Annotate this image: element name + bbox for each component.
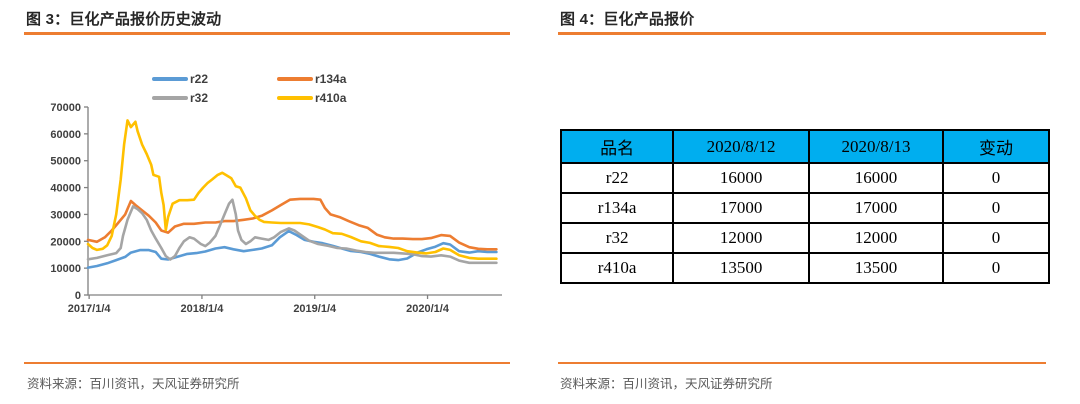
y-axis-tick-label: 60000: [50, 129, 81, 141]
cell-change: 0: [942, 252, 1050, 284]
legend-label-r32: r32: [190, 90, 209, 105]
figure3-bottom-rule: [24, 362, 510, 364]
cell-change: 0: [942, 222, 1050, 254]
y-axis-tick-label: 10000: [50, 263, 81, 275]
y-axis-tick-label: 0: [75, 290, 81, 302]
cell-product: r134a: [559, 192, 675, 224]
cell-price-d2: 17000: [807, 192, 945, 224]
cell-change: 0: [942, 162, 1050, 194]
y-axis-tick-label: 40000: [50, 183, 81, 195]
x-axis-tick-label: 2020/1/4: [406, 303, 450, 315]
series-line-r410a: [86, 119, 498, 260]
r22-line-swatch: [152, 76, 188, 81]
series-line-r22: [86, 229, 498, 269]
figure3-title: 图 3：巨化产品报价历史波动: [26, 11, 222, 28]
cell-price-d1: 13500: [672, 252, 810, 284]
price-history-chart: 0 10000 20000 30000 40000 50000 60000 70000 2017…: [50, 102, 502, 315]
figure4-title-rule: [558, 32, 1046, 35]
legend-item-r134a: r134a: [277, 69, 402, 88]
y-axis-tick-label: 50000: [50, 156, 81, 168]
cell-price-d1: 17000: [672, 192, 810, 224]
figure4-title: 图 4：巨化产品报价: [560, 11, 695, 28]
x-axis-tick-label: 2019/1/4: [293, 303, 337, 315]
table-row: r410a 13500 13500 0: [559, 252, 1050, 284]
x-axis-tick-label: 2017/1/4: [68, 303, 112, 315]
cell-price-d2: 12000: [807, 222, 945, 254]
table-row: r134a 17000 17000 0: [559, 192, 1050, 224]
r410a-line-swatch: [277, 95, 313, 100]
col-header-date1: 2020/8/12: [672, 129, 810, 164]
cell-price-d1: 16000: [672, 162, 810, 194]
legend-label-r410a: r410a: [315, 90, 347, 105]
chart-legend: r22 r134a r32 r410a: [152, 69, 402, 107]
figure4-bottom-rule: [558, 362, 1046, 364]
figure3-source: 资料来源：百川资讯，天风证券研究所: [27, 377, 240, 391]
cell-price-d1: 12000: [672, 222, 810, 254]
r134a-line-swatch: [277, 76, 313, 81]
x-axis-tick-label: 2018/1/4: [181, 303, 225, 315]
legend-item-r410a: r410a: [277, 88, 402, 107]
figure3-panel: 图 3：巨化产品报价历史波动 r22 r134a r32 r410a 0 1000…: [24, 11, 510, 391]
table-row: r32 12000 12000 0: [559, 222, 1050, 254]
col-header-change: 变动: [942, 129, 1050, 164]
legend-item-r22: r22: [152, 69, 277, 88]
cell-product: r22: [559, 162, 675, 194]
series-line-r32: [86, 198, 498, 265]
figure3-title-rule: [24, 32, 510, 35]
cell-product: r32: [559, 222, 675, 254]
table-header-row: 品名 2020/8/12 2020/8/13 变动: [559, 129, 1050, 164]
y-axis-tick-label: 30000: [50, 209, 81, 221]
y-axis-tick-label: 70000: [50, 102, 81, 114]
y-axis-tick-label: 20000: [50, 236, 81, 248]
figure4-source: 资料来源：百川资讯，天风证券研究所: [560, 377, 773, 391]
cell-price-d2: 16000: [807, 162, 945, 194]
legend-label-r134a: r134a: [315, 71, 347, 86]
quote-table: 品名 2020/8/12 2020/8/13 变动 r22 16000 1600…: [559, 129, 1050, 284]
figure4-panel: 图 4：巨化产品报价 品名 2020/8/12 2020/8/13 变动 r22…: [540, 0, 1080, 404]
chart-axes: [87, 107, 502, 296]
legend-label-r22: r22: [190, 71, 209, 86]
cell-price-d2: 13500: [807, 252, 945, 284]
table-row: r22 16000 16000 0: [559, 162, 1050, 194]
col-header-date2: 2020/8/13: [807, 129, 945, 164]
cell-change: 0: [942, 192, 1050, 224]
r32-line-swatch: [152, 95, 188, 100]
series-line-r134a: [86, 197, 498, 251]
col-header-product: 品名: [559, 129, 675, 164]
cell-product: r410a: [559, 252, 675, 284]
legend-item-r32: r32: [152, 88, 277, 107]
